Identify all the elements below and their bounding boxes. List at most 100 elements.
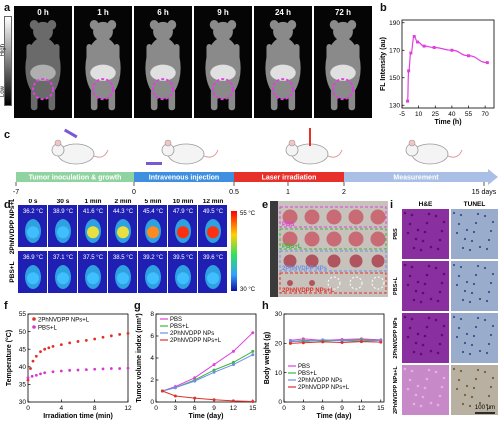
y-tick-label: 0 [278,399,282,406]
chart-b-fl-intensity: -5 10 25 40 55 70 130 150 170 190 Time (h) FL Inten… [380,19,495,126]
legend-label: PBS+L [170,324,190,330]
y-tick-label: 8 [150,311,154,318]
legend-label: 2PhNVDPP NPs+L [298,385,350,391]
mouse-arm [174,44,180,66]
mouse-leg [30,89,38,111]
tumor-roi-circle [92,78,114,101]
tunel-nucleus [483,370,487,374]
legend-label: 2PhNVDPP NPs+L [38,317,90,323]
tunel-nucleus [491,220,495,224]
he-nucleus [425,377,429,381]
legend-label: 2PhNVDPP NPs [170,331,214,337]
he-nucleus [438,342,442,346]
temperature-data-point [101,367,105,371]
temperature-data-point [126,331,130,335]
temperature-data-point [39,350,42,354]
fl-imaging-svg: 0 h 1 h 6 h 9 h 24 h 72 h [14,6,372,118]
tunel-nucleus [476,264,480,268]
y-tick-label: 170 [389,47,400,54]
he-nucleus [410,265,414,269]
thermal-time-label: 30 s [57,199,70,205]
y-tick-label: 190 [389,20,400,27]
scale-low-label: Low [0,86,6,98]
y-tick-label: 35 [19,382,27,389]
he-nucleus [406,335,410,339]
intensity-colorbar [4,16,12,106]
tunel-nucleus [468,404,472,408]
thermal-temp-label: 49.5 °C [203,209,224,215]
thermal-temp-label: 38.9 °C [53,209,74,215]
tunel-nucleus [470,239,474,243]
he-nucleus [429,349,433,353]
he-nucleus [434,266,438,270]
chart-h-body-weight: 0 3 6 9 12 15 0 10 20 30 Time (day) Body weight (g)… [264,311,385,420]
temperature-data-point [39,372,42,376]
x-axis-label: Time (h) [434,119,461,126]
temperature-data-point [93,337,97,341]
fl-data-point [406,99,410,103]
y-tick-label: 6 [150,333,154,340]
tunel-nucleus [463,393,467,397]
tunel-nucleus [457,326,461,330]
fl-time-label: 0 h [37,8,49,17]
series-line [290,341,381,344]
fl-data-point [409,51,413,55]
tumor-sample [283,254,297,268]
he-nucleus [416,228,420,232]
temperature-data-point [51,344,55,348]
timeline-mouse-icon [146,139,219,165]
timeline-stage-bar [234,172,344,182]
group-box [279,228,387,250]
tumor-sample [304,209,320,225]
thermal-temp-label: 38.5 °C [113,255,134,261]
series-data-point [193,376,197,380]
tunel-nucleus [457,274,461,278]
thermal-temp-label: 44.3 °C [113,209,134,215]
series-data-point [173,386,177,390]
mouse-ear [408,139,416,147]
tumor-signal [210,64,236,81]
temperature-data-point [109,334,113,338]
mouse-ear [287,20,297,30]
mouse-arm [294,44,300,66]
timeline-stage-bar [16,172,134,182]
mouse-ear [329,20,339,30]
tumor-roi-circle [272,78,294,101]
y-tick-label: 2 [150,377,154,384]
tunel-nucleus [457,222,461,226]
tunel-stain-tile [451,261,498,311]
timeline-tick-label: 0.5 [229,189,239,196]
he-stain-tile [402,209,449,259]
group-box [279,250,387,272]
mouse-arm [86,44,92,66]
thermal-scale-max: 55 °C [240,211,256,217]
tunel-nucleus [491,376,495,380]
mouse-ear [149,20,159,30]
temperature-data-point [47,346,51,350]
he-nucleus [403,367,407,371]
thermal-time-label: 2 min [115,199,132,205]
tumor-sample [282,209,298,225]
tunel-stain-tile [451,313,498,363]
timeline-mouse-icon [285,128,343,165]
x-axis-label: Time (day) [317,413,352,420]
fl-data-point [407,69,411,73]
y-tick-label: 4 [150,355,154,362]
legend-marker [32,325,36,329]
he-nucleus [406,283,410,287]
tunel-nucleus [491,324,495,328]
tunel-nucleus [452,263,456,267]
tumor-hotspot [27,226,39,239]
tumor-absent-circle [349,276,363,290]
temperature-data-point [29,367,32,370]
he-nucleus [423,282,427,286]
mouse-arm [26,44,32,66]
tunel-nucleus [455,231,459,235]
series-data-point [379,340,383,344]
timeline-stage-label: Intravenous injection [149,174,219,181]
temperature-data-point [59,343,63,347]
timeline-tick-label: -7 [13,189,19,196]
tunel-nucleus [491,272,495,276]
tunel-nucleus [487,342,491,346]
tunel-nucleus [459,213,463,217]
